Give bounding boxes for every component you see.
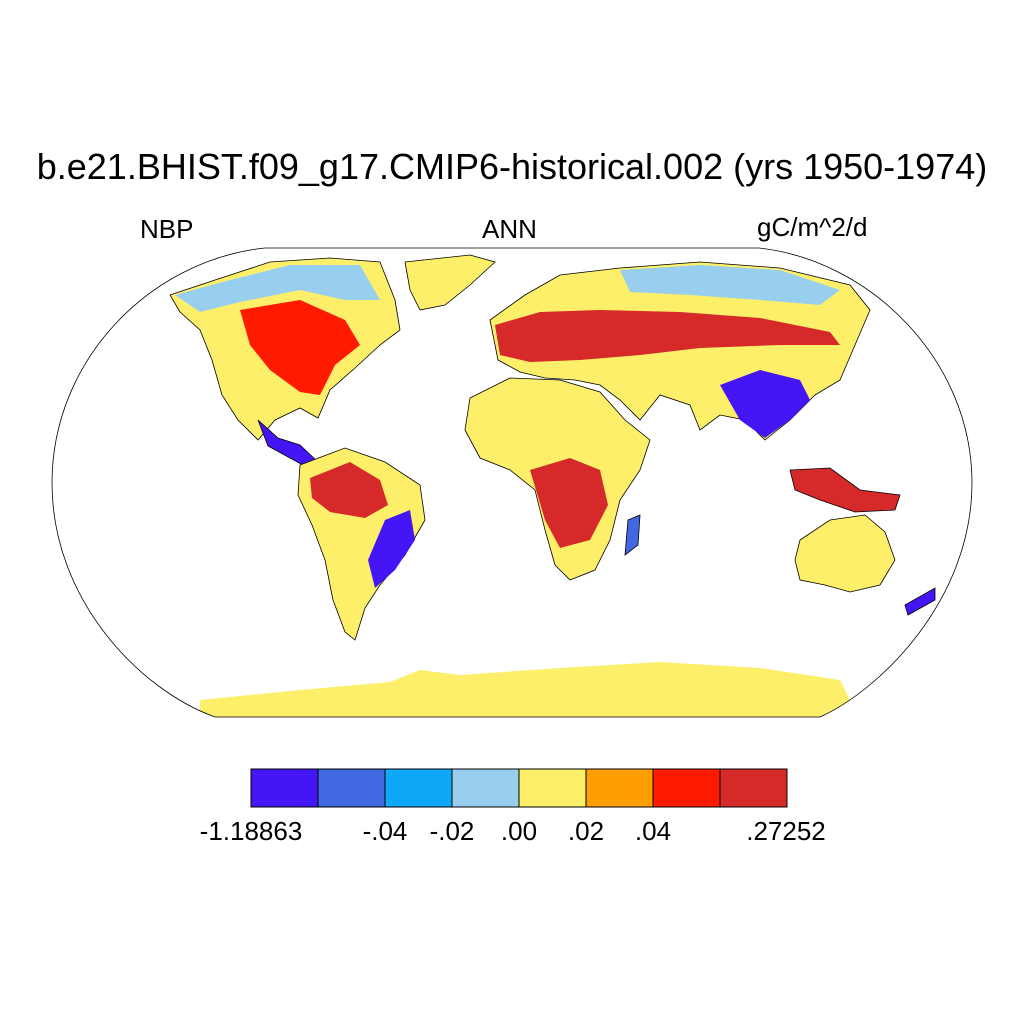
colorbar-box-1 (317, 768, 386, 808)
land-australia (794, 514, 896, 593)
colorbar-box-5 (585, 768, 654, 808)
colorbar-box-2 (384, 768, 453, 808)
colorbar-label-0: -1.18863 (199, 816, 303, 846)
colorbar-box-7 (719, 768, 788, 808)
variable-label: NBP (140, 214, 194, 244)
region-amazon (310, 462, 388, 518)
plot-title: b.e21.BHIST.f09_g17.CMIP6-historical.002… (36, 146, 988, 187)
region-europe-russia (495, 310, 840, 362)
colorbar-box-3 (451, 768, 520, 808)
region-north-america-north (175, 265, 380, 312)
region-east-asia (720, 370, 810, 438)
units-label: gC/m^2/d (757, 212, 868, 242)
colorbar-box-4 (518, 768, 587, 808)
region-north-america-east (240, 300, 360, 395)
land-antarctica (200, 662, 860, 717)
colorbar-label-1: -.04 (362, 816, 408, 846)
colorbar-label-2: -.02 (429, 816, 475, 846)
colorbar-label-5: .04 (634, 816, 672, 846)
region-siberia (620, 265, 840, 305)
land-new-zealand (904, 587, 936, 616)
land-southeast-asia (789, 467, 901, 513)
colorbar-label-3: .00 (500, 816, 538, 846)
season-label: ANN (482, 214, 537, 244)
colorbar-label-4: .02 (567, 816, 605, 846)
region-brazil-east (368, 510, 415, 588)
colorbar (250, 768, 788, 808)
region-central-africa (530, 458, 608, 548)
land-greenland (404, 254, 496, 311)
colorbar-label-6: .27252 (746, 816, 826, 846)
map-outline (51, 247, 973, 718)
colorbar-box-0 (250, 768, 319, 808)
colorbar-box-6 (652, 768, 721, 808)
land-madagascar (624, 514, 641, 556)
